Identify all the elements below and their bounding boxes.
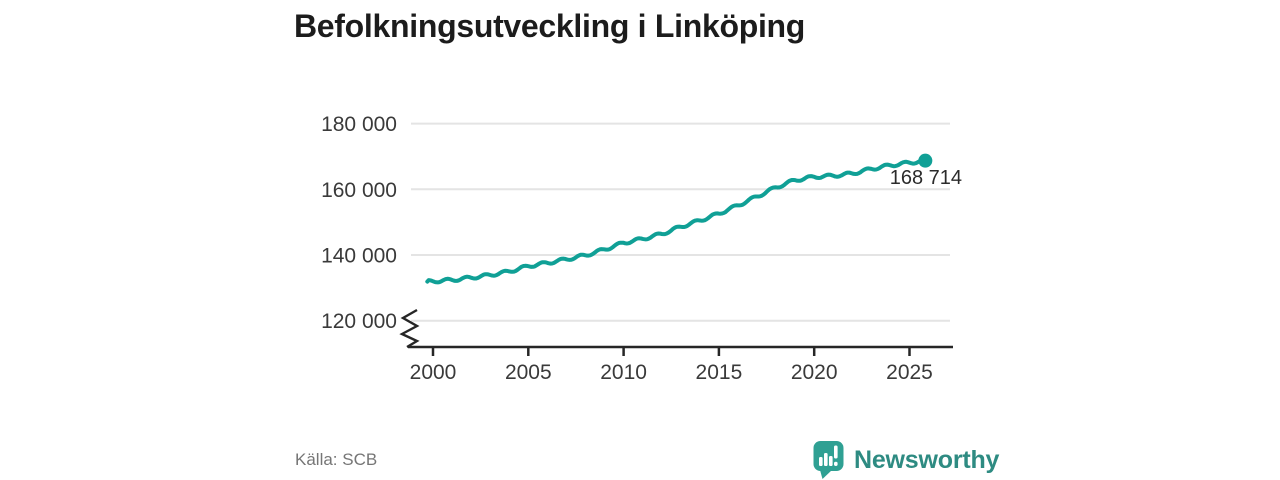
y-tick-label: 180 000 <box>321 113 397 136</box>
x-tick-label: 2015 <box>696 361 743 384</box>
axis-break-icon <box>399 308 420 349</box>
y-tick-label: 120 000 <box>321 310 397 333</box>
x-tick-label: 2010 <box>600 361 647 384</box>
x-tick-label: 2005 <box>505 361 552 384</box>
y-tick-label: 160 000 <box>321 179 397 202</box>
chart-title: Befolkningsutveckling i Linköping <box>294 8 806 44</box>
newsworthy-bubble-chart-icon <box>813 441 844 479</box>
source-note: Källa: SCB <box>295 450 378 469</box>
newsworthy-logo: Newsworthy <box>813 440 999 480</box>
y-tick-label: 140 000 <box>321 245 397 268</box>
x-tick-label: 2020 <box>791 361 838 384</box>
latest-value-label: 168 714 <box>890 167 962 189</box>
newsworthy-logo-text: Newsworthy <box>854 445 1000 474</box>
latest-point-marker <box>918 153 933 168</box>
population-line <box>425 157 928 285</box>
x-tick-label: 2025 <box>886 361 933 384</box>
x-tick-label: 2000 <box>410 361 457 384</box>
